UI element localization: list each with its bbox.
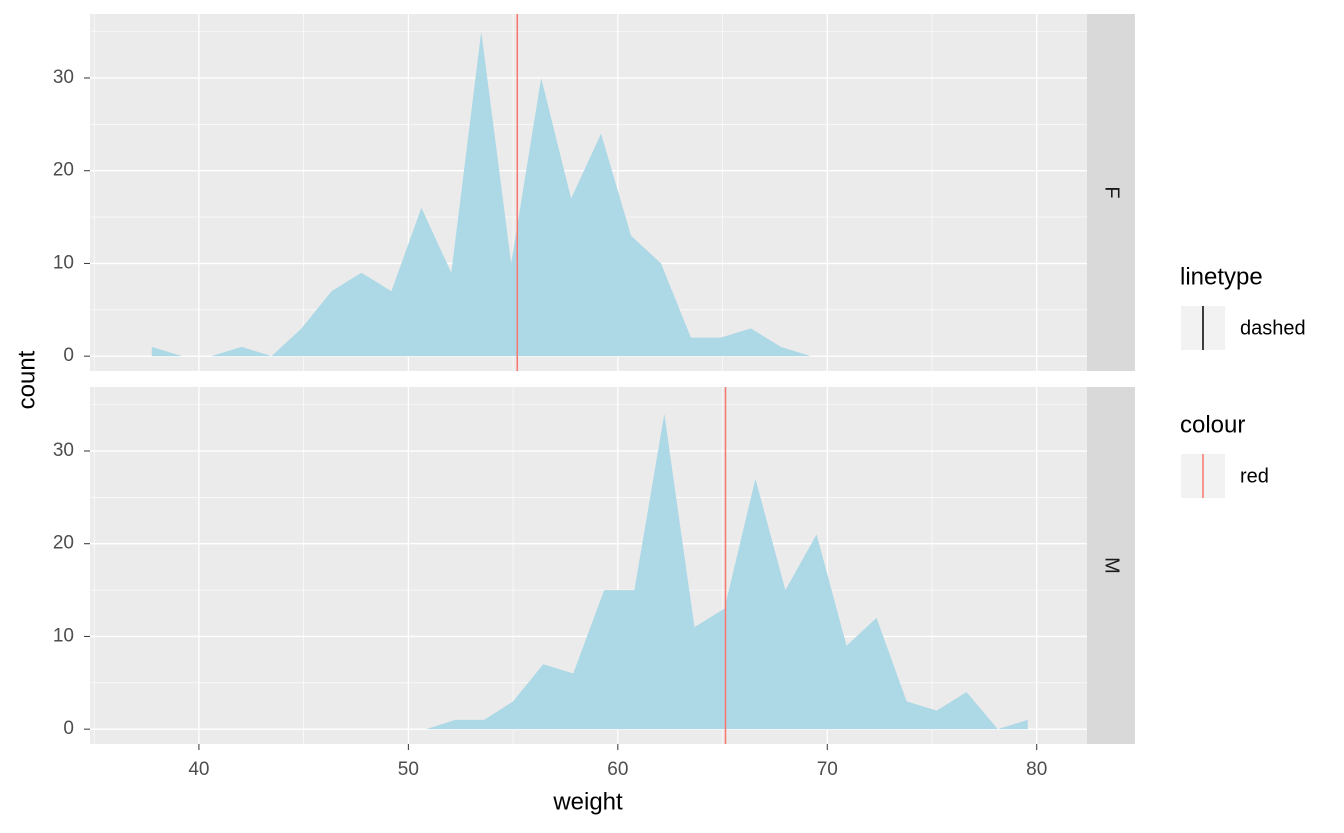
x-tick-label: 40 — [188, 759, 209, 780]
strip-background — [1087, 387, 1135, 744]
strip-label: M — [1101, 557, 1123, 574]
area — [151, 31, 811, 357]
y-tick-label: 30 — [53, 67, 74, 88]
y-tick-label: 0 — [63, 345, 74, 366]
x-tick-label: 60 — [607, 759, 628, 780]
y-tick-label: 20 — [53, 533, 74, 554]
strip-background — [1087, 14, 1135, 371]
strip-label: F — [1101, 186, 1123, 198]
y-tick-label: 30 — [53, 440, 74, 461]
area — [426, 413, 1028, 730]
x-tick-label: 50 — [398, 759, 419, 780]
y-axis-title: count — [13, 350, 40, 409]
y-tick-label: 0 — [63, 718, 74, 739]
y-tick-label: 10 — [53, 625, 74, 646]
x-axis-title: weight — [552, 788, 623, 815]
y-tick-label: 10 — [53, 252, 74, 273]
y-tick-label: 20 — [53, 160, 74, 181]
legend-label: red — [1240, 465, 1269, 487]
x-tick-label: 70 — [817, 759, 838, 780]
legend-label: dashed — [1240, 317, 1306, 339]
x-tick-label: 80 — [1026, 759, 1047, 780]
legend-title: linetype — [1180, 263, 1263, 290]
legend-title: colour — [1180, 411, 1245, 438]
